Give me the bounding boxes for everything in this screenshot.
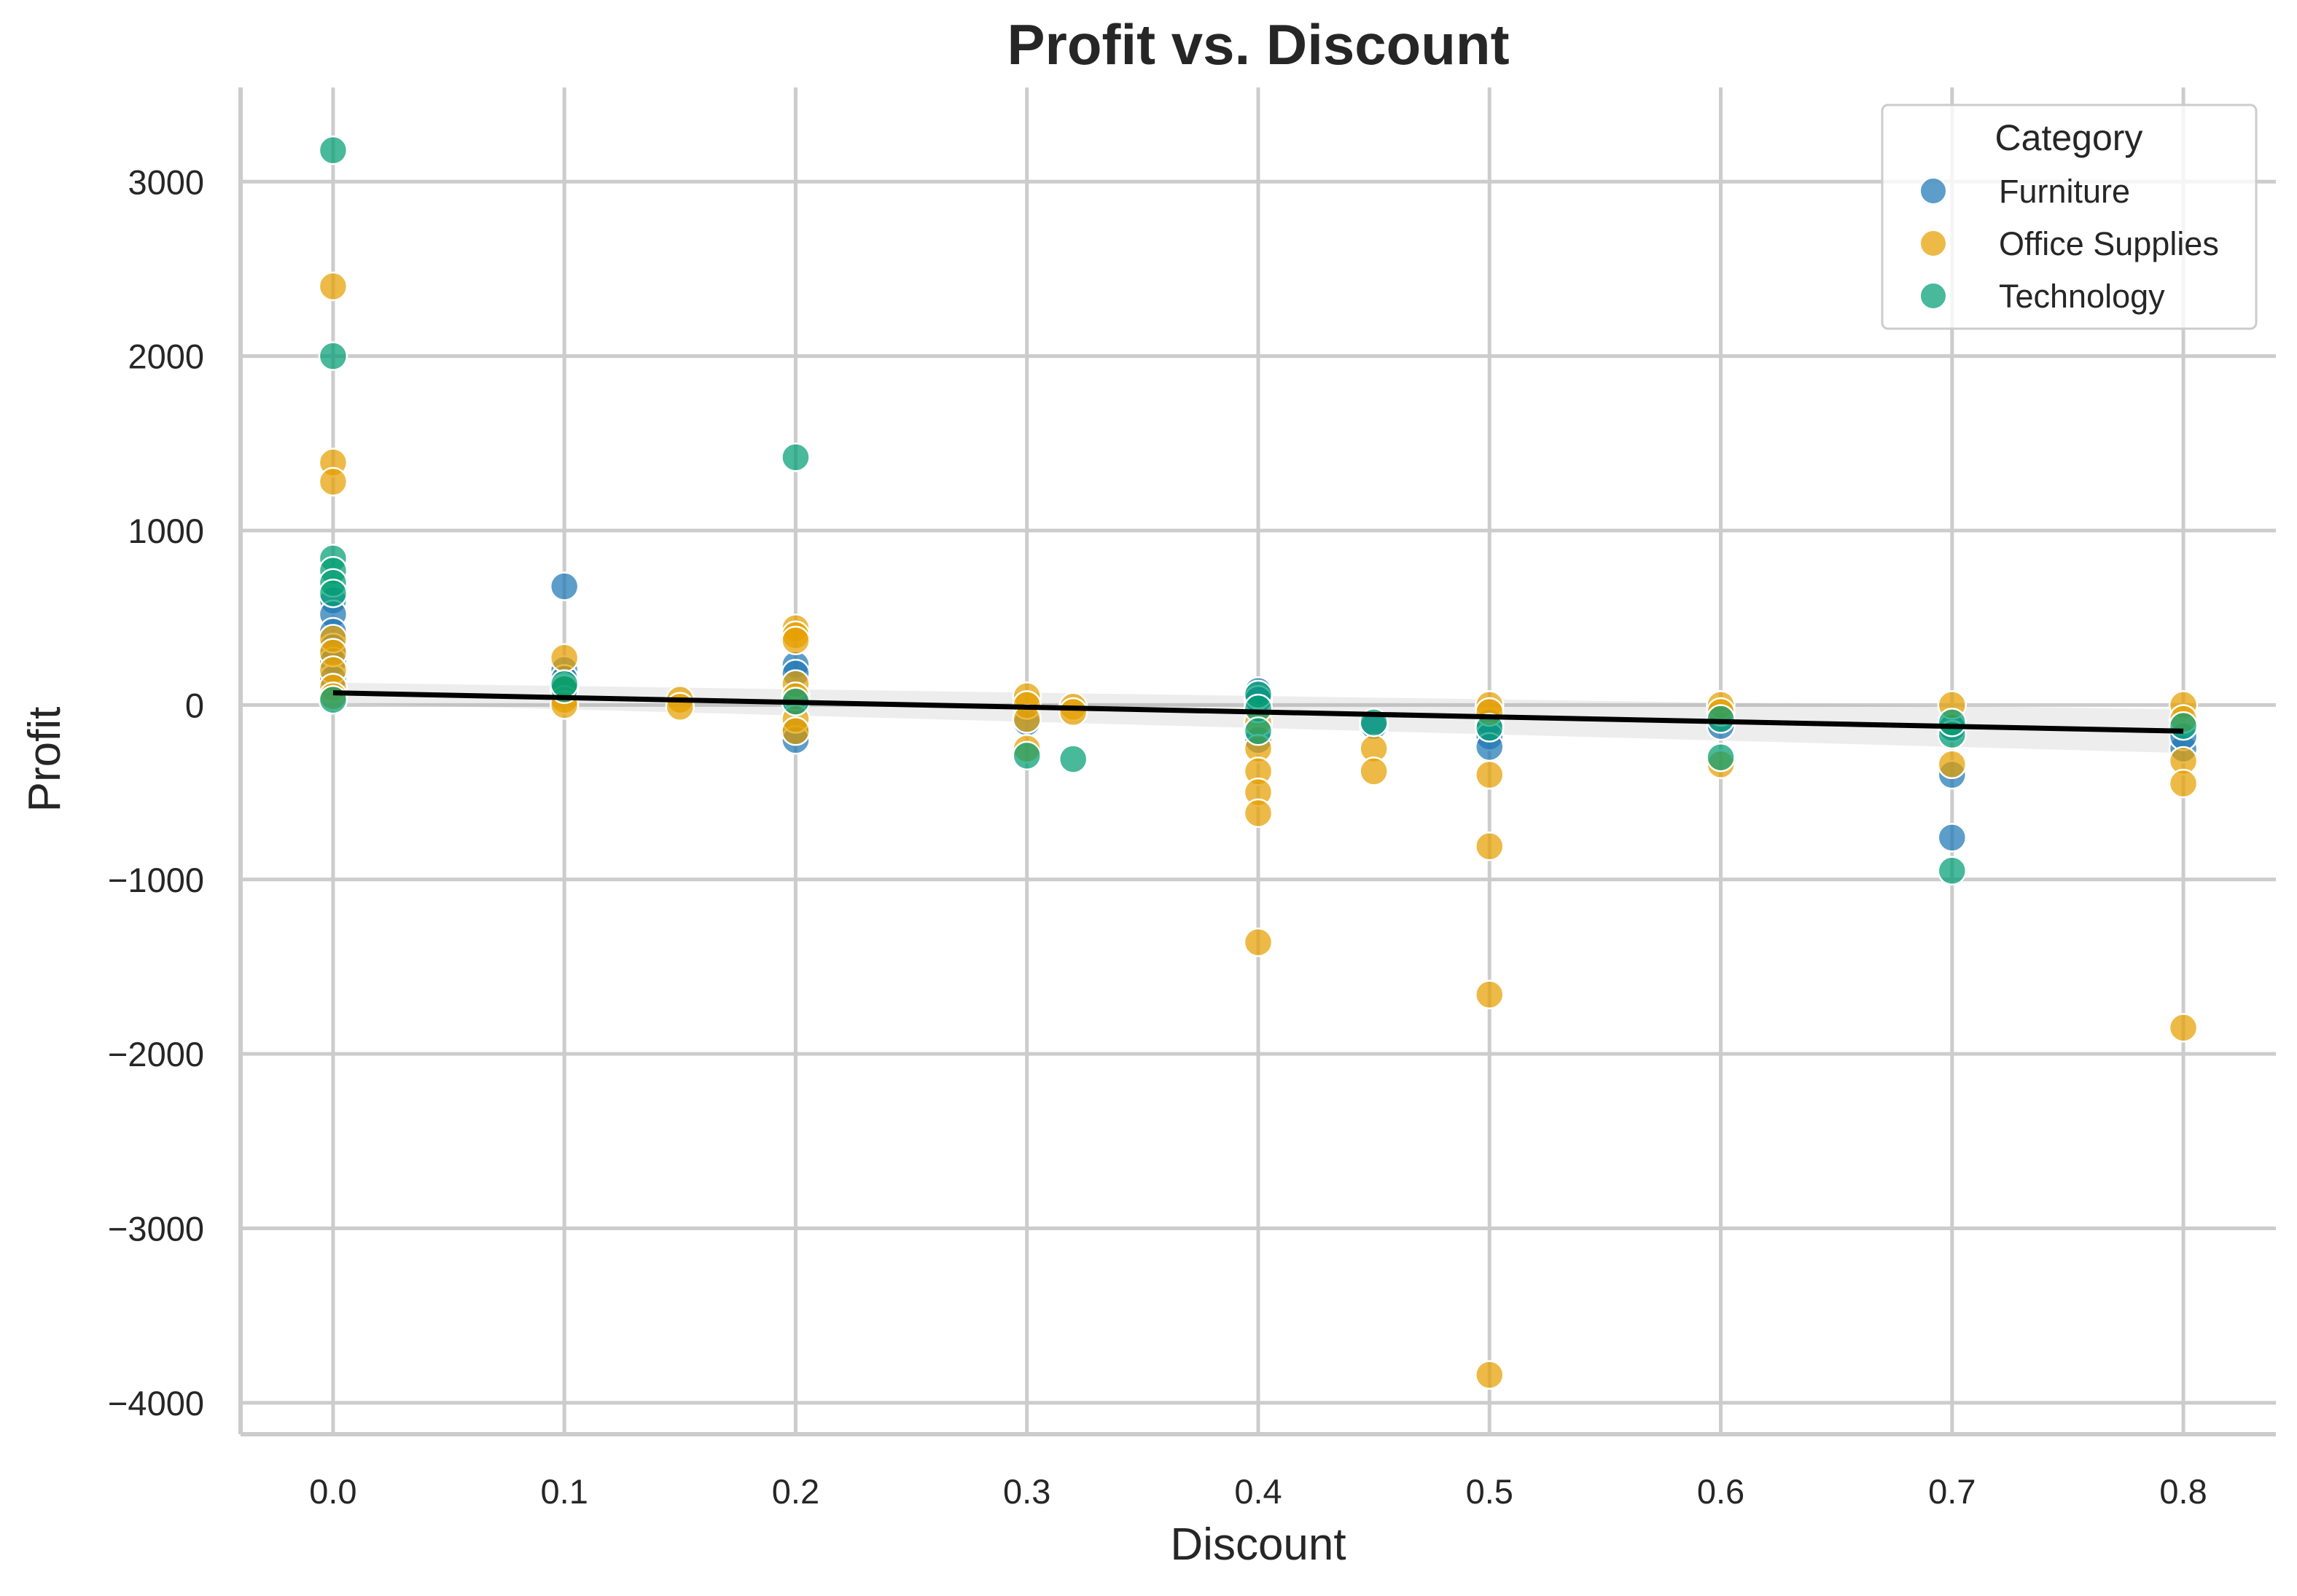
x-tick-label: 0.2 (772, 1472, 819, 1511)
data-point (1058, 744, 1088, 774)
data-point (1359, 756, 1389, 786)
y-tick-label: 0 (185, 686, 204, 724)
data-point (1937, 856, 1968, 886)
y-tick-label: −4000 (108, 1384, 204, 1423)
legend-marker (1919, 177, 1947, 205)
data-point (549, 669, 580, 699)
y-tick-label: 1000 (128, 512, 204, 550)
data-point (665, 692, 695, 722)
data-point (1243, 716, 1274, 746)
y-tick-label: −1000 (108, 861, 204, 899)
legend-box (1881, 103, 2258, 330)
data-point (318, 271, 348, 302)
legend-marker (1919, 282, 1947, 310)
data-point (318, 341, 348, 371)
data-point (1706, 742, 1736, 772)
data-point (1937, 749, 1968, 780)
data-point (2168, 768, 2199, 799)
data-point (781, 625, 811, 656)
axes-spines (238, 87, 2276, 1436)
legend-title: Category (1995, 117, 2143, 158)
trend-line (332, 690, 2184, 734)
y-tick-label: 2000 (128, 337, 204, 376)
x-tick-label: 0.1 (541, 1472, 588, 1511)
legend-label: Furniture (1999, 173, 2130, 210)
x-tick-label: 0.5 (1466, 1472, 1513, 1511)
legend-label: Technology (1999, 278, 2165, 315)
legend-items: Furniture Office Supplies Technology (1919, 173, 2219, 315)
data-point (318, 578, 348, 609)
legend-marker (1919, 230, 1947, 257)
data-point (1475, 713, 1505, 743)
legend: Category Furniture Office Supplies Technol… (1881, 103, 2258, 330)
chart-title: Profit vs. Discount (1007, 12, 1509, 77)
data-point (1058, 697, 1088, 727)
data-point (1243, 927, 1274, 958)
series-technology (318, 135, 2199, 886)
x-axis-label: Discount (1170, 1519, 1346, 1570)
data-point (318, 135, 348, 165)
x-tick-label: 0.4 (1234, 1472, 1282, 1511)
x-tick-label: 0.6 (1697, 1472, 1744, 1511)
data-point (1012, 740, 1042, 771)
data-point (1475, 759, 1505, 790)
y-tick-label: 3000 (128, 163, 204, 201)
data-point (549, 643, 580, 673)
tick-labels: 0.0 0.1 0.2 0.3 0.4 0.5 0.6 0.7 0.8 3000 2000 1000 0… (108, 163, 2207, 1511)
data-point (2168, 711, 2199, 741)
data-point (781, 442, 811, 472)
trend-line-group (332, 690, 2184, 734)
data-point (1475, 1360, 1505, 1390)
y-tick-label: −3000 (108, 1210, 204, 1248)
x-tick-label: 0.8 (2159, 1472, 2207, 1511)
y-axis-label: Profit (20, 707, 70, 813)
data-point (1475, 979, 1505, 1010)
data-point (1937, 708, 1968, 738)
data-point (318, 684, 348, 715)
legend-label: Office Supplies (1999, 225, 2219, 262)
data-point (1937, 823, 1968, 853)
y-tick-label: −2000 (108, 1035, 204, 1073)
data-point (1243, 798, 1274, 829)
data-point (2168, 1012, 2199, 1043)
x-tick-label: 0.3 (1003, 1472, 1050, 1511)
x-tick-label: 0.0 (309, 1472, 356, 1511)
data-point (549, 571, 580, 601)
data-point (318, 466, 348, 497)
x-tick-label: 0.7 (1928, 1472, 1976, 1511)
data-point (781, 716, 811, 746)
data-point (1475, 832, 1505, 861)
scatter-points (318, 135, 2199, 1390)
